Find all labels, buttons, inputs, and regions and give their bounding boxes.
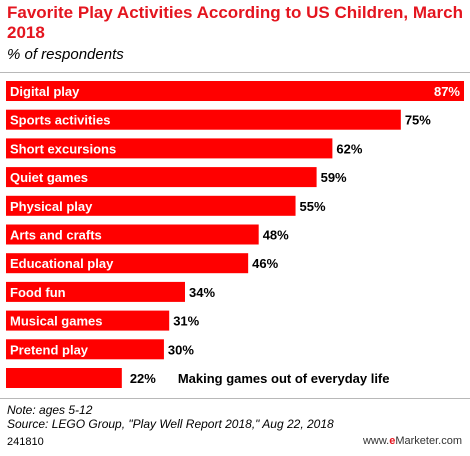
top-divider [0,72,470,73]
emarketer-logo: www.eMarketer.com [363,435,462,448]
bar-0 [6,81,464,101]
bar-9 [6,339,164,360]
chart-id: 241810 [7,436,44,448]
value-label-0: 87% [434,84,460,99]
brand-rest: Marketer.com [395,435,462,447]
bar-10 [6,368,122,388]
value-label-10: 22% [130,371,156,386]
bar-6 [6,253,249,274]
chart-notes: Note: ages 5-12 Source: LEGO Group, "Pla… [7,403,334,431]
brand-prefix: www. [362,435,390,447]
category-label-3: Quiet games [10,170,88,185]
value-label-5: 48% [263,228,289,243]
category-label-5: Arts and crafts [10,228,102,243]
brand-e: e [389,435,396,447]
chart-subtitle: % of respondents [7,46,124,63]
chart-title: Favorite Play Activities According to US… [7,3,463,42]
bar-chart: Digital play 87% Sports activities 75% Short… [6,81,464,388]
category-label-4: Physical play [10,199,93,214]
value-label-1: 75% [405,113,431,128]
bar-7 [6,281,185,302]
value-label-6: 46% [252,256,278,271]
category-label-1: Sports activities [10,113,110,128]
bar-1 [6,109,401,130]
bar-5 [6,224,259,245]
bar-8 [6,310,170,331]
value-label-7: 34% [189,285,215,300]
category-label-6: Educational play [10,256,114,271]
bottom-divider [0,398,470,399]
category-label-8: Musical games [10,314,103,329]
bar-3 [6,167,317,188]
source-text: Source: LEGO Group, "Play Well Report 20… [7,417,334,431]
value-label-2: 62% [336,141,362,156]
category-label-0: Digital play [10,84,80,99]
value-label-9: 30% [168,342,194,357]
bar-2 [6,138,333,159]
value-label-8: 31% [173,314,199,329]
category-label-10: Making games out of everyday life [178,371,390,386]
category-label-9: Pretend play [10,342,89,357]
value-label-4: 55% [300,199,326,214]
note-text: Note: ages 5-12 [7,403,93,417]
value-label-3: 59% [321,170,347,185]
bar-4 [6,195,296,216]
category-label-7: Food fun [10,285,66,300]
category-label-2: Short excursions [10,141,116,156]
